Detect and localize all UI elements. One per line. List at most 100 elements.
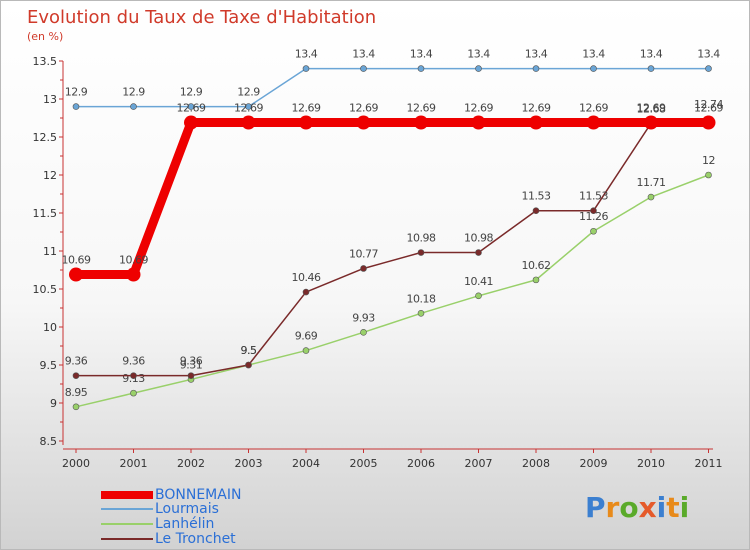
data-label-le-tronchet: 9.36 [65,355,88,368]
data-label-lourmais: 12.9 [237,86,260,99]
point-lourmais [187,103,195,110]
y-tick-label: 9 [50,397,57,410]
y-tick-label: 10 [43,321,57,334]
point-lanh-lin [302,347,310,354]
data-label-bonnemain: 12.69 [177,102,206,115]
data-label-bonnemain: 12.69 [349,102,378,115]
data-label-le-tronchet: 11.53 [522,190,551,203]
point-bonnemain [586,115,601,130]
data-label-le-tronchet: 10.46 [292,271,321,284]
y-tick-label: 10.5 [33,283,58,296]
point-lourmais [130,103,137,110]
point-bonnemain [701,115,716,130]
y-tick-label: 13 [43,93,57,106]
point-lourmais [417,65,425,72]
legend-item-bonnemain: BONNEMAIN [101,487,241,503]
y-tick-label: 11.5 [33,207,58,220]
point-lanh-lin [590,227,597,235]
x-tick-label: 2001 [120,457,148,470]
chart-subtitle: (en %) [27,30,64,43]
y-tick-label: 12 [43,169,57,182]
point-le-tronchet [245,361,252,369]
series-line-lanh-lin [75,174,709,408]
point-bonnemain [644,115,658,130]
x-tick-label: 2010 [637,457,665,470]
data-label-lourmais: 13.4 [525,48,548,61]
point-bonnemain [126,267,141,282]
point-bonnemain [69,267,83,282]
data-label-bonnemain: 12.69 [637,102,666,115]
data-label-lourmais: 12.9 [65,86,88,99]
point-bonnemain [299,115,313,130]
y-tick-label: 11 [43,245,57,258]
data-label-le-tronchet: 12.74 [694,98,723,111]
data-label-bonnemain: 12.69 [407,102,436,115]
legend-label: BONNEMAIN [155,487,242,503]
data-label-lourmais: 13.4 [582,48,605,61]
data-label-lanh-lin: 10.41 [464,275,493,288]
data-label-lourmais: 13.4 [295,48,318,61]
legend-item-lanhelin: Lanhélin [101,516,214,532]
data-label-le-tronchet: 9.36 [122,355,145,368]
series-line-bonnemain [76,118,709,280]
data-label-le-tronchet: 12.68 [637,102,666,115]
x-tick-label: 2009 [580,457,608,470]
point-le-tronchet [532,207,540,215]
point-le-tronchet [72,372,80,379]
point-lourmais [360,65,367,72]
y-tick-label: 13.5 [33,55,58,68]
point-lanh-lin [360,329,367,336]
x-tick-label: 2003 [235,457,263,470]
point-lourmais [705,65,712,72]
point-lanh-lin [647,193,655,201]
point-lanh-lin [417,310,425,317]
legend-swatch [101,538,153,540]
point-lourmais [245,103,252,110]
data-label-bonnemain: 10.69 [119,254,148,267]
data-label-lanh-lin: 10.62 [522,259,551,272]
data-label-bonnemain: 12.69 [464,102,493,115]
data-label-lanh-lin: 8.95 [65,386,88,399]
x-tick-label: 2004 [292,457,320,470]
logo-letter: P [585,491,606,524]
data-label-le-tronchet: 11.53 [579,190,608,203]
point-le-tronchet [475,249,482,256]
x-tick-label: 2006 [407,457,435,470]
data-label-le-tronchet: 9.36 [180,355,203,368]
x-tick-label: 2002 [177,457,205,470]
data-label-bonnemain: 12.69 [234,102,263,115]
x-tick-label: 2000 [62,457,90,470]
data-label-le-tronchet: 10.98 [464,232,493,245]
x-tick-label: 2005 [350,457,378,470]
x-tick-label: 2008 [522,457,550,470]
data-label-lanh-lin: 10.18 [407,292,436,305]
point-le-tronchet [302,288,310,296]
legend-item-lourmais: Lourmais [101,501,219,517]
legend-swatch [101,508,153,510]
data-label-le-tronchet: 9.5 [241,344,257,357]
point-lanh-lin [532,276,540,284]
logo-letter: x [638,491,657,524]
logo-letter: t [666,491,680,524]
proxiti-logo: Proxiti [585,491,689,524]
logo-letter: i [679,491,690,524]
point-bonnemain [529,115,543,130]
point-le-tronchet [187,372,195,379]
legend-label: Le Tronchet [155,531,236,547]
data-label-lanh-lin: 9.93 [352,311,375,324]
data-label-bonnemain: 12.69 [579,102,608,115]
logo-letter: r [605,491,620,524]
legend-swatch [101,523,153,525]
data-label-bonnemain: 12.69 [522,102,551,115]
legend-label: Lourmais [155,501,219,517]
point-lourmais [302,65,310,72]
legend-item-le-tronchet: Le Tronchet [101,531,236,547]
point-bonnemain [414,115,428,130]
x-tick-label: 2007 [465,457,493,470]
data-label-lourmais: 12.9 [122,86,145,99]
point-lanh-lin [130,389,137,397]
data-label-lanh-lin: 9.69 [295,330,318,343]
data-label-bonnemain: 10.69 [62,254,91,267]
